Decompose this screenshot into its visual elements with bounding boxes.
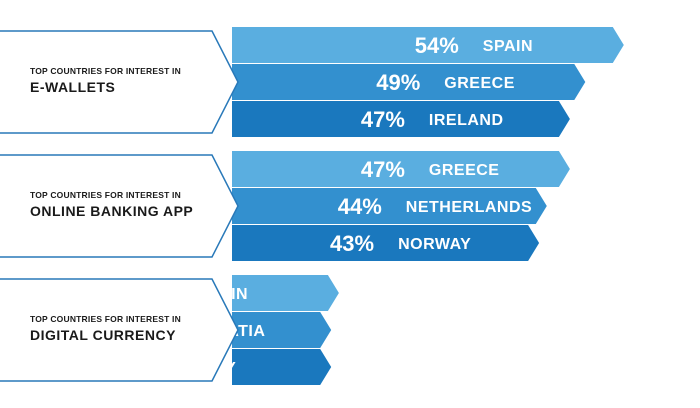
chart-group: 47% GREECE 44% NETHERLANDS 43% NORWAY TOP COUN… (0, 151, 570, 261)
chart-bar (232, 349, 332, 385)
category-title: E-WALLETS (30, 79, 115, 95)
data-label-country: GREECE (444, 75, 515, 92)
chart-bar (232, 64, 586, 100)
category-title: DIGITAL CURRENCY (30, 327, 176, 343)
data-label-value: 44% (338, 194, 382, 219)
category-label-box (0, 30, 239, 134)
data-label-country: NETHERLANDS (406, 199, 532, 216)
category-heading: TOP COUNTRIES FOR INTEREST IN (30, 314, 181, 324)
data-label-value: 49% (376, 70, 420, 95)
chart-bar (232, 27, 624, 63)
category-label-box (0, 154, 239, 258)
chart-bar (232, 312, 332, 348)
chart-bar (232, 225, 540, 261)
data-label-value: 43% (330, 231, 374, 256)
chart-bar (232, 101, 570, 137)
category-heading: TOP COUNTRIES FOR INTEREST IN (30, 190, 181, 200)
data-label-country: NORWAY (398, 236, 471, 253)
data-label-country: IRELAND (429, 112, 504, 129)
data-label-value: 47% (361, 107, 405, 132)
chart-bar (232, 188, 547, 224)
category-heading: TOP COUNTRIES FOR INTEREST IN (30, 66, 181, 76)
data-label-value: 47% (361, 157, 405, 182)
category-title: ONLINE BANKING APP (30, 203, 193, 219)
chart-group: 54% SPAIN 49% GREECE 47% IRELAND TOP COUNTRIES… (0, 27, 624, 137)
chart-group: 17%SPAIN16%CROATIA16%ITALYTOP COUNTRIES … (0, 275, 339, 385)
chart-bar (232, 151, 570, 187)
data-label-value: 54% (415, 33, 459, 58)
data-label-country: SPAIN (483, 38, 533, 55)
chart-bar (232, 275, 339, 311)
category-label-box (0, 278, 239, 382)
data-label-country: GREECE (429, 162, 500, 179)
